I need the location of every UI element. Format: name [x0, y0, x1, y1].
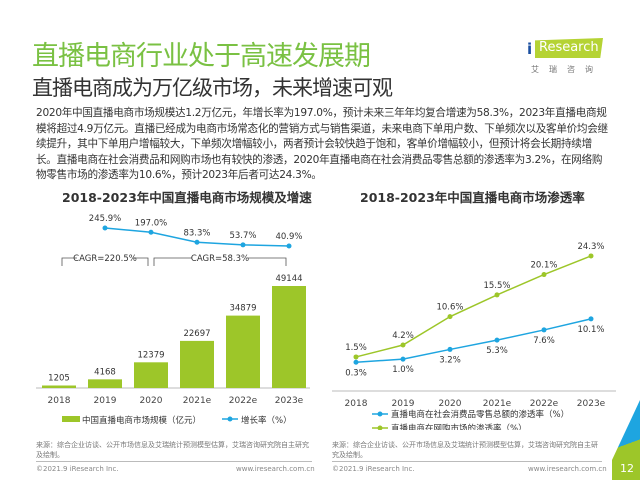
copyright: ©2021.9 iResearch Inc. [36, 465, 119, 473]
bar [134, 362, 168, 388]
x-tick-label: 2023e [275, 396, 304, 406]
legend-line-label: 增长率（%） [241, 415, 292, 426]
data-point [447, 346, 453, 352]
iresearch-logo: i Research 艾瑞咨询 [527, 38, 603, 74]
data-label: 10.6% [436, 303, 463, 313]
data-label: 1.5% [345, 343, 367, 353]
x-tick-label: 2019 [392, 399, 415, 409]
bar-label: 22697 [183, 329, 210, 339]
data-point [494, 292, 500, 298]
data-label: 5.3% [486, 346, 508, 356]
cagr-bg [192, 252, 248, 264]
divider [36, 461, 312, 462]
bar-label: 49144 [275, 274, 302, 284]
legend-bar-label: 中国直播电商市场规模（亿元） [82, 415, 201, 426]
growth-label: 245.9% [89, 214, 121, 224]
left-chart-title: 2018-2023年中国直播电商市场规模及增速 [62, 190, 312, 205]
bar [272, 286, 306, 388]
penetration-chart: 2018 2019 2020 2021e 2022e 2023e 0.3% 1.0% 3.2% 5… [332, 242, 616, 430]
market-size-chart: 1205 2018 4168 2019 12379 2020 22697 2021e 34879… [36, 214, 310, 426]
data-point [588, 316, 594, 322]
bar-label: 34879 [229, 304, 256, 314]
legend-line-marker [227, 416, 233, 422]
x-tick-label: 2019 [94, 396, 117, 406]
page-subtitle: 直播电商成为万亿级市场，未来增速可观 [32, 76, 393, 100]
x-tick-label: 2022e [530, 399, 559, 409]
data-point [447, 314, 453, 320]
data-point [400, 342, 406, 348]
data-point [353, 359, 359, 365]
data-point [541, 272, 547, 278]
x-tick-label: 2021e [483, 399, 512, 409]
data-point [588, 253, 594, 259]
growth-point [240, 242, 246, 248]
data-point [494, 337, 500, 343]
cagr-label: CAGR=58.3% [191, 254, 249, 264]
x-tick-label: 2023e [577, 399, 606, 409]
growth-point [148, 229, 154, 235]
data-label: 20.1% [530, 261, 557, 271]
data-point [400, 356, 406, 362]
growth-label: 83.3% [183, 228, 210, 238]
x-tick-label: 2022e [229, 396, 258, 406]
cagr-label: CAGR=220.5% [73, 254, 137, 264]
x-tick-label: 2020 [140, 396, 163, 406]
x-tick-label: 2018 [345, 399, 368, 409]
cagr-bg [77, 252, 133, 264]
data-point [353, 354, 359, 360]
legend-bar-swatch [62, 416, 80, 422]
data-label: 10.1% [577, 325, 604, 335]
data-label: 15.5% [483, 281, 510, 291]
data-label: 7.6% [533, 336, 555, 346]
page-number: 12 [620, 462, 634, 475]
left-source: 来源：综合企业访谈、公开市场信息及艾瑞统计预测模型估算，艾瑞咨询研究院自主研究及… [36, 441, 309, 459]
data-label: 0.3% [345, 368, 367, 378]
right-chart-title: 2018-2023年中国直播电商市场渗透率 [360, 190, 585, 205]
data-label: 1.0% [392, 365, 414, 375]
x-tick-label: 2021e [183, 396, 212, 406]
bar [42, 385, 76, 388]
growth-label: 53.7% [229, 231, 256, 241]
website-link[interactable]: www.iresearch.com.cn [528, 465, 607, 473]
page-title: 直播电商行业处于高速发展期 [32, 41, 371, 72]
growth-label: 40.9% [275, 232, 302, 242]
right-source: 来源：综合企业访谈、公开市场信息及艾瑞统计预测模型估算，艾瑞咨询研究院自主研究及… [332, 441, 598, 459]
growth-point [194, 239, 200, 245]
bar-label: 4168 [94, 367, 116, 377]
website-link[interactable]: www.iresearch.com.cn [236, 465, 315, 473]
x-tick-label: 2018 [48, 396, 71, 406]
growth-label: 197.0% [135, 218, 167, 228]
body-paragraph: 2020年中国直播电商市场规模达1.2万亿元，年增长率为197.0%，预计未来三… [36, 107, 608, 182]
growth-point [286, 243, 292, 249]
bar [226, 315, 260, 388]
legend-marker [377, 411, 383, 417]
data-label: 3.2% [439, 355, 461, 365]
legend-label: 直播电商在社会消费品零售总额的渗透率（%） [391, 409, 569, 420]
legend-label: 直播电商在网购市场的渗透率（%） [391, 423, 527, 430]
divider [332, 461, 602, 462]
bar-label: 12379 [137, 350, 164, 360]
data-label: 4.2% [392, 331, 414, 341]
bar-label: 1205 [48, 373, 70, 383]
bar [88, 379, 122, 388]
x-tick-label: 2020 [439, 399, 462, 409]
series-line [355, 318, 592, 364]
growth-point [102, 225, 108, 231]
data-label: 24.3% [577, 242, 604, 252]
legend-marker [377, 425, 383, 430]
series-line [355, 255, 592, 358]
copyright: ©2021.9 iResearch Inc. [332, 465, 415, 473]
logo-cn: 艾瑞咨询 [531, 65, 603, 74]
data-point [541, 327, 547, 333]
bar [180, 340, 214, 388]
